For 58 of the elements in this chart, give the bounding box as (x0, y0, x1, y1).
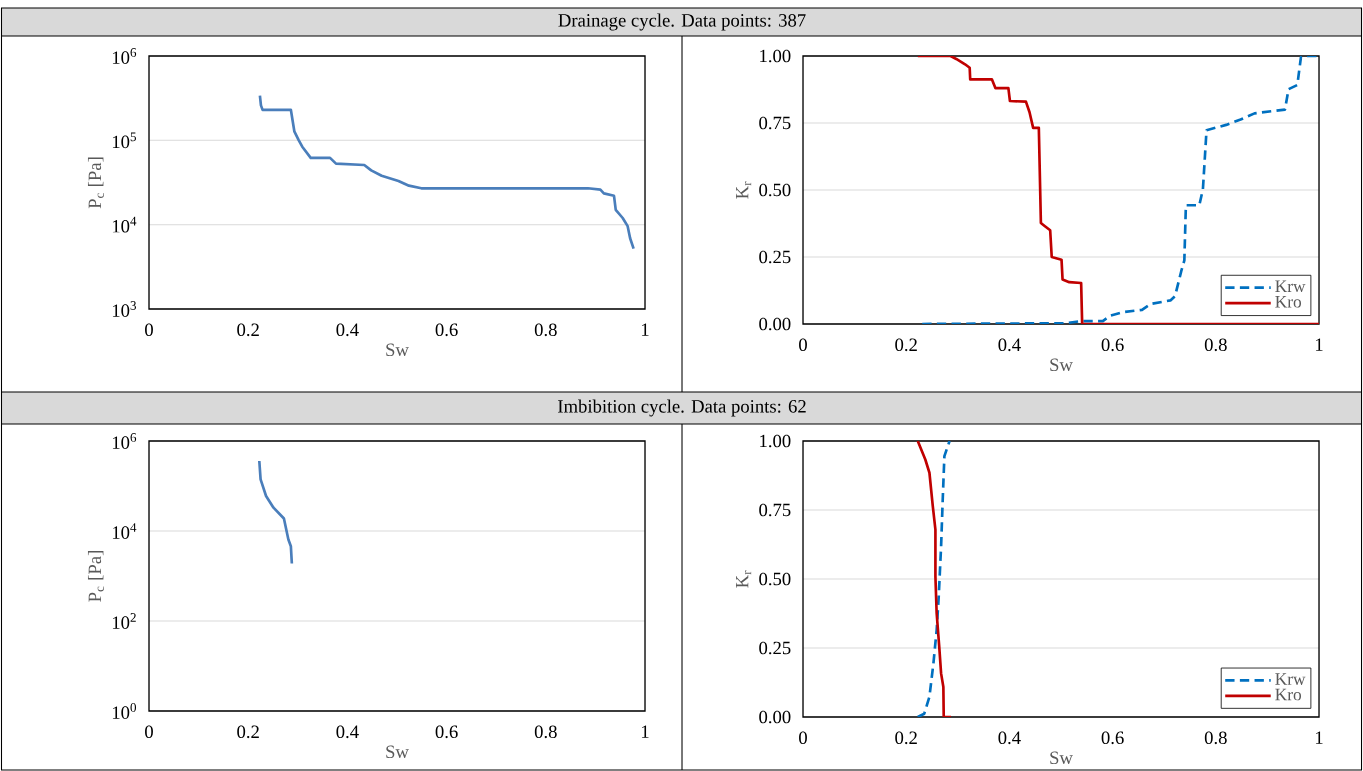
x-tick-label: 0.8 (1204, 731, 1227, 745)
x-tick-label: 0.8 (1204, 338, 1227, 352)
x-tick-label: 0.4 (998, 338, 1021, 352)
y-tick-label: 0.25 (759, 250, 791, 264)
x-axis-title: Sw (1050, 751, 1073, 765)
x-tick-label: 0.2 (237, 323, 259, 337)
y-tick-label: 0.75 (759, 116, 791, 130)
line-series (257, 459, 294, 565)
y-tick-label: 1.00 (760, 49, 791, 63)
chart-title: Drainage cycle. Data points: 387 (558, 13, 806, 31)
y-tick-label: 0.75 (759, 503, 791, 517)
x-tick-label: 0.8 (534, 725, 557, 739)
y-tick-label: 0.50 (759, 183, 791, 197)
y-axis-title: P$_{c}$ [Pa] (87, 551, 104, 602)
x-tick-label: 1 (1315, 338, 1323, 351)
x-tick-label: 0.2 (895, 338, 917, 352)
y-tick-label: 0.00 (759, 317, 791, 331)
y-tick-label: 10$^{0}$ (112, 703, 137, 719)
legend-label: Krw (1275, 673, 1306, 685)
x-tick-label: 0.4 (336, 323, 359, 337)
x-tick-label: 1 (641, 323, 649, 336)
x-tick-label: 0.4 (336, 725, 359, 739)
x-tick-label: 0.6 (1101, 731, 1124, 745)
chart-title: Imbibition cycle. Data points: 62 (558, 399, 806, 417)
y-tick-label: 10$^{4}$ (112, 216, 137, 233)
y-tick-label: 10$^{3}$ (112, 301, 136, 317)
y-tick-label: 10$^{5}$ (112, 132, 136, 149)
y-tick-label: 10$^{4}$ (112, 523, 137, 539)
y-axis-title: K$_{r}$ (736, 570, 752, 588)
x-tick-label: 0 (145, 725, 153, 739)
x-tick-label: 0.2 (237, 725, 259, 739)
x-tick-label: 0 (799, 338, 807, 352)
y-tick-label: 1.00 (760, 434, 791, 448)
x-tick-label: 0.6 (435, 725, 458, 739)
x-axis-title: Sw (386, 745, 409, 759)
y-axis-title: P$_{c}$ [Pa] (87, 157, 104, 209)
x-tick-label: 0.4 (998, 731, 1021, 745)
legend-label: Kro (1275, 296, 1302, 308)
y-tick-label: 0.25 (759, 641, 791, 655)
x-tick-label: 0.8 (534, 323, 557, 337)
x-axis-title: Sw (386, 343, 409, 357)
legend-label: Krw (1275, 280, 1306, 293)
x-tick-label: 0.2 (895, 731, 917, 745)
x-tick-label: 0.6 (435, 323, 458, 337)
y-tick-label: 0.50 (759, 572, 791, 586)
y-tick-label: 10$^{6}$ (112, 433, 137, 449)
x-tick-label: 1 (1315, 731, 1323, 744)
x-tick-label: 0 (145, 323, 153, 337)
y-axis-title: K$_{r}$ (736, 181, 752, 199)
x-tick-label: 0.6 (1101, 338, 1124, 352)
y-tick-label: 10$^{6}$ (112, 48, 137, 64)
line-series (258, 94, 635, 250)
y-tick-label: 10$^{2}$ (112, 613, 136, 629)
x-tick-label: 0 (799, 731, 807, 745)
x-tick-label: 1 (641, 725, 649, 738)
y-tick-label: 0.00 (759, 710, 791, 724)
legend-label: Kro (1275, 688, 1302, 701)
x-axis-title: Sw (1050, 358, 1073, 372)
